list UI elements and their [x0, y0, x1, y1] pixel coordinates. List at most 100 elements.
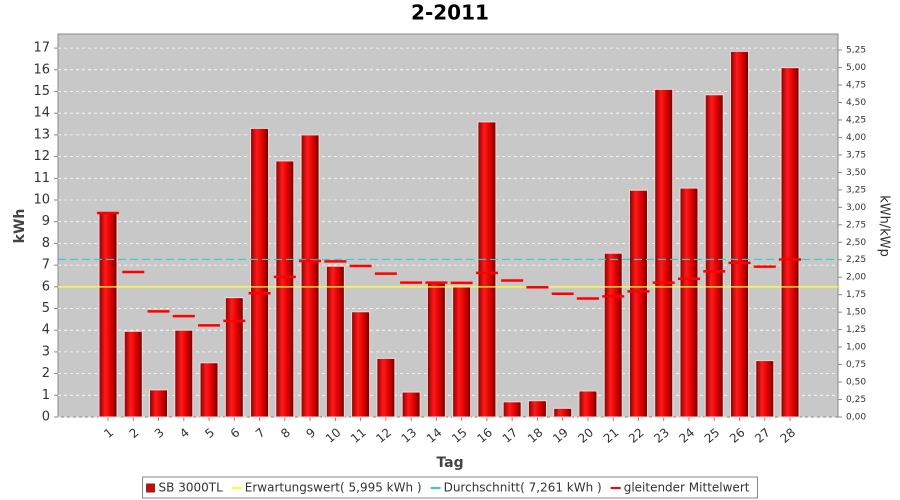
- y-tick-label: 5: [42, 301, 50, 316]
- x-tick-label: 18: [525, 425, 546, 446]
- y2-tick-label: 4,00: [846, 133, 866, 143]
- y2-tick-label: 5,25: [846, 46, 866, 56]
- bar: [578, 390, 598, 418]
- legend-label: Erwartungswert( 5,995 kWh ): [245, 481, 422, 495]
- x-tick-label: 14: [424, 425, 445, 446]
- x-tick-label: 1: [101, 425, 116, 441]
- y2-tick-label: 1,25: [846, 325, 866, 335]
- y-tick-label: 12: [33, 149, 50, 164]
- bar: [755, 360, 775, 418]
- x-tick-label: 10: [323, 425, 344, 446]
- y2-tick-label: 2,75: [846, 220, 866, 230]
- x-tick-label: 7: [253, 425, 268, 441]
- y2-tick-label: 0,25: [846, 395, 866, 405]
- y-tick-label: 6: [42, 279, 50, 294]
- x-tick-label: 24: [676, 425, 697, 446]
- x-tick-label: 25: [702, 425, 723, 446]
- y2-tick-label: 1,75: [846, 290, 866, 300]
- y2-tick-label: 5,00: [846, 63, 866, 73]
- y-tick-label: 1: [42, 388, 50, 403]
- legend-label: Durchschnitt( 7,261 kWh ): [444, 481, 602, 495]
- y-tick-label: 14: [33, 106, 50, 121]
- y2-tick-label: 1,50: [846, 308, 866, 318]
- x-tick-label: 12: [373, 425, 394, 446]
- x-tick-label: 8: [278, 425, 293, 441]
- y2-tick-label: 3,25: [846, 185, 866, 195]
- y-tick-label: 11: [33, 171, 50, 186]
- bar: [275, 160, 295, 418]
- x-tick-label: 4: [177, 425, 192, 441]
- x-tick-label: 5: [202, 425, 217, 441]
- chart-title: 2-2011: [411, 1, 489, 25]
- legend-label: gleitender Mittelwert: [624, 481, 750, 495]
- bar: [730, 50, 749, 418]
- y-tick-label: 10: [33, 193, 50, 208]
- x-tick-label: 27: [752, 425, 773, 446]
- y2-tick-label: 4,75: [846, 81, 866, 91]
- bar: [98, 212, 118, 418]
- bar: [704, 94, 724, 418]
- bar: [654, 88, 674, 418]
- x-tick-label: 6: [228, 425, 243, 441]
- y2-tick-label: 2,00: [846, 273, 866, 283]
- bar: [174, 329, 194, 418]
- y2-tick-label: 4,50: [846, 98, 866, 108]
- bar: [502, 401, 522, 418]
- bar: [351, 311, 371, 418]
- bar: [224, 297, 244, 418]
- y-tick-label: 17: [33, 41, 50, 56]
- legend-swatch: [146, 483, 156, 493]
- x-tick-label: 13: [399, 425, 420, 446]
- bar: [250, 127, 270, 418]
- bar: [603, 252, 623, 418]
- y-tick-label: 13: [33, 127, 50, 142]
- y2-tick-label: 0,75: [846, 360, 866, 370]
- x-tick-label: 3: [152, 425, 167, 441]
- y-tick-label: 9: [42, 214, 50, 229]
- x-tick-label: 23: [651, 425, 672, 446]
- y-tick-label: 7: [42, 258, 50, 273]
- bar: [149, 389, 169, 418]
- bar: [426, 281, 446, 418]
- x-tick-label: 17: [500, 425, 521, 446]
- y-tick-label: 15: [33, 84, 50, 99]
- legend-box: [142, 476, 758, 499]
- y-tick-label: 8: [42, 236, 50, 251]
- x-tick-label: 21: [601, 425, 622, 446]
- bar: [199, 362, 219, 418]
- y-axis-title: kWh: [12, 209, 28, 244]
- x-tick-label: 20: [575, 425, 596, 446]
- bar: [325, 265, 345, 418]
- x-tick-label: 15: [449, 425, 470, 446]
- bar: [376, 357, 396, 418]
- bar: [628, 189, 648, 418]
- y-tick-label: 2: [42, 366, 50, 381]
- y2-tick-label: 4,25: [846, 115, 866, 125]
- y-tick-label: 3: [42, 344, 50, 359]
- bar: [553, 407, 573, 418]
- y2-tick-label: 3,75: [846, 150, 866, 160]
- x-tick-label: 2: [127, 425, 142, 441]
- bar: [527, 400, 547, 418]
- x-axis-title: Tag: [436, 455, 463, 471]
- x-tick-label: 28: [777, 425, 798, 446]
- legend: SB 3000TL Erwartungswert( 5,995 kWh ) Durc…: [142, 476, 758, 499]
- bar: [679, 187, 699, 418]
- bar: [780, 67, 800, 418]
- y2-tick-label: 2,25: [846, 255, 866, 265]
- bar: [477, 121, 497, 418]
- y2-tick-label: 3,00: [846, 203, 866, 213]
- y-tick-label: 4: [42, 323, 50, 338]
- bar: [123, 330, 143, 418]
- y2-tick-label: 2,50: [846, 238, 866, 248]
- y2-axis-title: kWh/kWp: [877, 195, 892, 257]
- y2-tick-label: 0,00: [846, 413, 866, 423]
- y-tick-label: 0: [42, 410, 50, 425]
- y2-tick-label: 0,50: [846, 378, 866, 388]
- x-tick-label: 26: [727, 425, 748, 446]
- bar: [300, 134, 320, 418]
- x-tick-label: 22: [626, 425, 647, 446]
- x-tick-label: 16: [474, 425, 495, 446]
- y2-tick-label: 3,50: [846, 168, 866, 178]
